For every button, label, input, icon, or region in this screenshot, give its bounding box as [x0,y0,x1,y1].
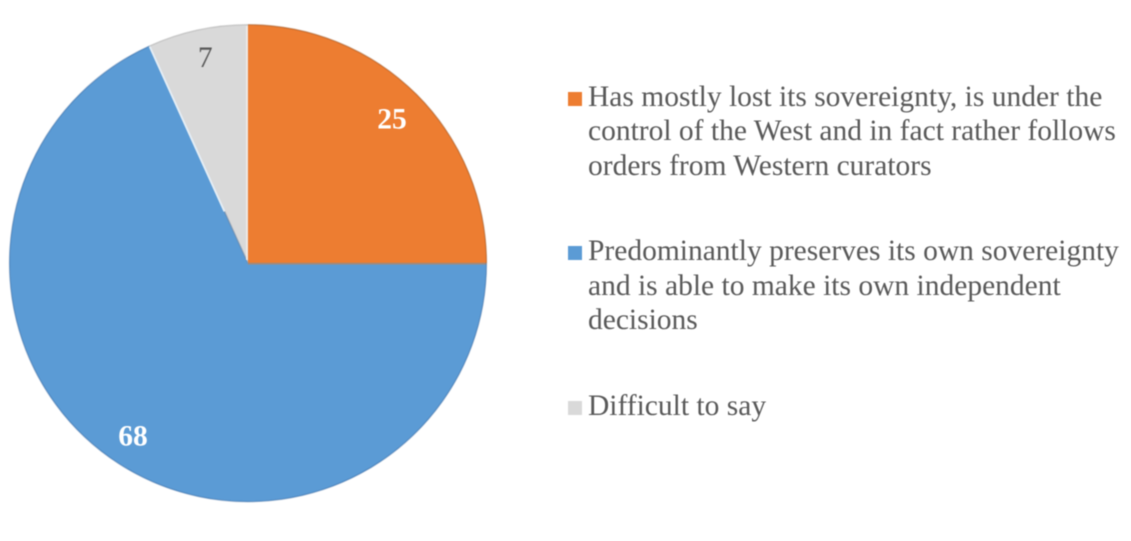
svg-text:68: 68 [118,421,148,453]
svg-text:7: 7 [198,42,213,74]
svg-text:25: 25 [377,104,407,136]
